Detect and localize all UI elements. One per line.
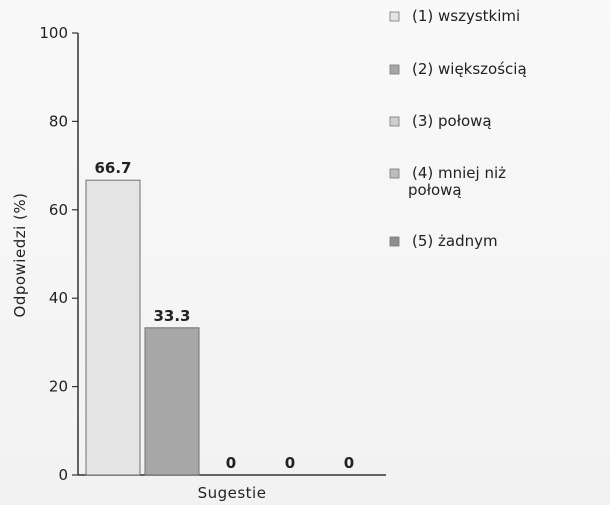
y-axis-title: Odpowiedzi (%) [11, 193, 29, 318]
legend-swatch [389, 64, 400, 75]
y-tick-label: 20 [49, 378, 68, 396]
y-tick-label: 60 [49, 201, 68, 219]
y-tick-label: 0 [58, 466, 68, 484]
data-label: 0 [285, 454, 295, 472]
legend-swatch [389, 236, 400, 247]
bars-layer [85, 179, 200, 476]
y-tick-label: 80 [49, 112, 68, 130]
legend-label: (4) mniej niż połową [408, 164, 506, 199]
legend-label: (1) wszystkimi [412, 7, 520, 25]
data-label: 0 [344, 454, 354, 472]
labels-layer: 66.7 33.3 0 0 0 [94, 159, 354, 472]
legend: (1) wszystkimi (2) większością (3) połową (… [389, 7, 527, 250]
data-label: 66.7 [94, 159, 131, 177]
data-label: 33.3 [153, 307, 190, 325]
x-axis-title: Sugestie [198, 484, 267, 502]
y-tick-label: 40 [49, 289, 68, 307]
legend-swatch [389, 168, 400, 179]
legend-label: (5) żadnym [412, 232, 498, 250]
legend-label: (3) połową [412, 112, 492, 130]
legend-label: (2) większością [412, 60, 527, 78]
legend-swatch [389, 116, 400, 127]
bar [85, 179, 141, 476]
bar [144, 327, 200, 476]
legend-swatch [389, 11, 400, 22]
data-label: 0 [226, 454, 236, 472]
axes-layer: 0 20 40 60 80 100 [39, 24, 386, 484]
y-tick-label: 100 [39, 24, 68, 42]
